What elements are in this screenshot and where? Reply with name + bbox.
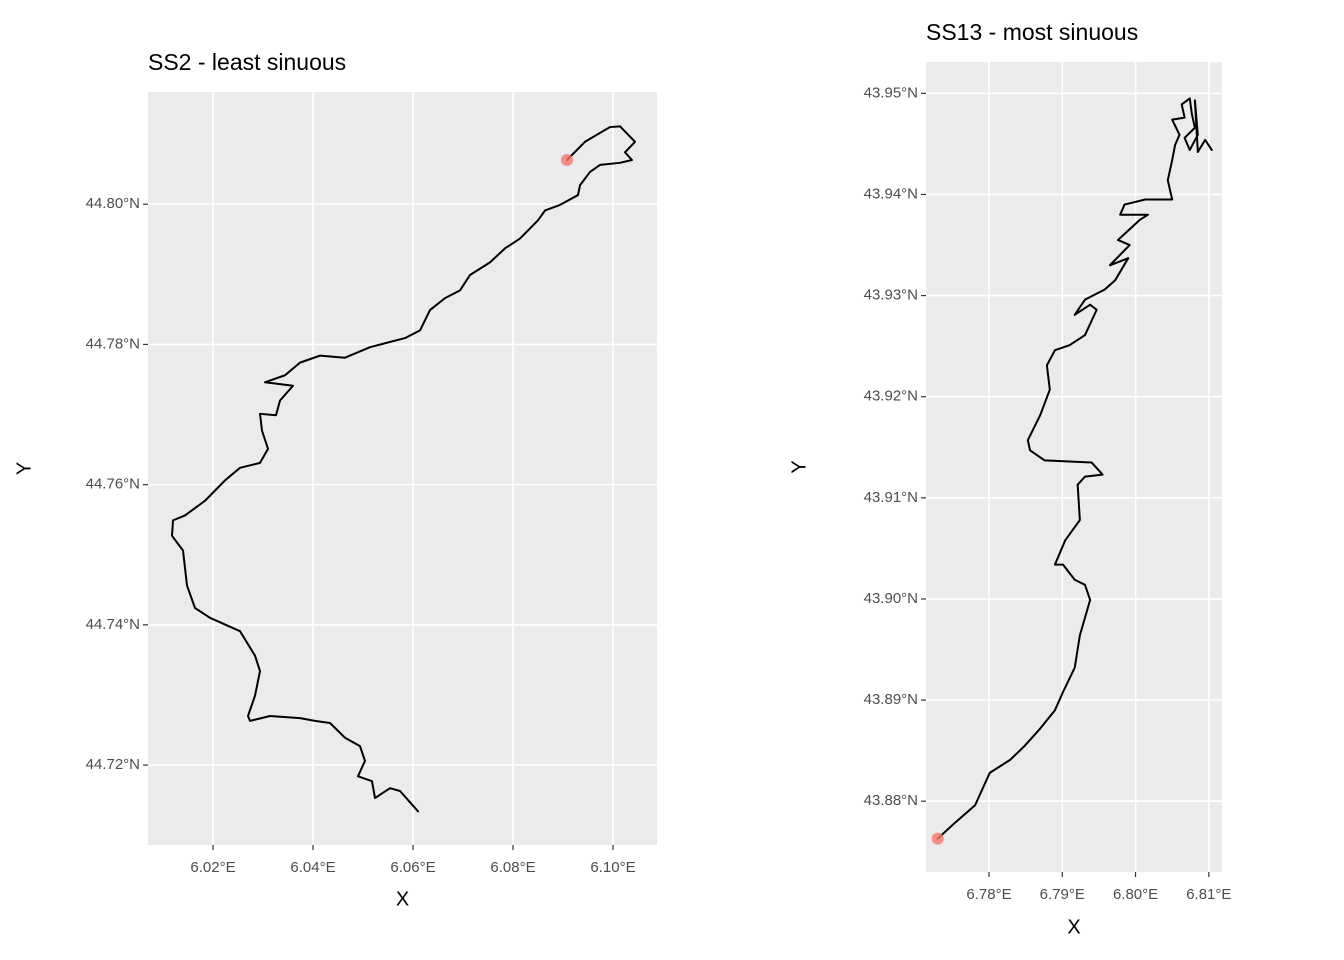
track-line (936, 97, 1213, 840)
x-tick-label: 6.78°E (966, 886, 1011, 903)
y-tick-label: 43.89°N (864, 691, 918, 708)
x-tick-label: 6.81°E (1186, 886, 1231, 903)
y-tick-label: 44.74°N (86, 616, 140, 633)
x-tick-label: 6.02°E (190, 859, 235, 876)
chart-title: SS2 - least sinuous (148, 49, 346, 75)
y-tick-label: 43.88°N (864, 792, 918, 809)
x-tick-label: 6.06°E (390, 859, 435, 876)
panel (926, 62, 1222, 872)
y-axis-title: Y (788, 460, 810, 473)
track-line (171, 125, 636, 813)
start-point (561, 154, 573, 167)
y-tick-label: 43.91°N (864, 489, 918, 506)
start-point (931, 832, 944, 845)
y-axis-title: Y (13, 462, 35, 475)
y-tick-label: 43.92°N (864, 388, 918, 405)
x-tick-label: 6.10°E (590, 859, 635, 876)
chart-title: SS13 - most sinuous (926, 19, 1138, 45)
panel (148, 92, 657, 845)
y-tick-label: 43.95°N (864, 84, 918, 101)
y-tick-label: 43.90°N (864, 590, 918, 607)
x-axis-title: X (1067, 916, 1080, 938)
x-tick-label: 6.04°E (290, 859, 335, 876)
y-tick-label: 44.76°N (86, 476, 140, 493)
y-tick-label: 43.93°N (864, 287, 918, 304)
x-tick-label: 6.80°E (1113, 886, 1158, 903)
y-tick-label: 43.94°N (864, 185, 918, 202)
x-axis-title: X (396, 888, 409, 910)
x-tick-label: 6.79°E (1040, 886, 1085, 903)
y-tick-label: 44.78°N (86, 335, 140, 352)
x-tick-label: 6.08°E (490, 859, 535, 876)
y-tick-label: 44.72°N (86, 756, 140, 773)
y-tick-label: 44.80°N (86, 195, 140, 212)
